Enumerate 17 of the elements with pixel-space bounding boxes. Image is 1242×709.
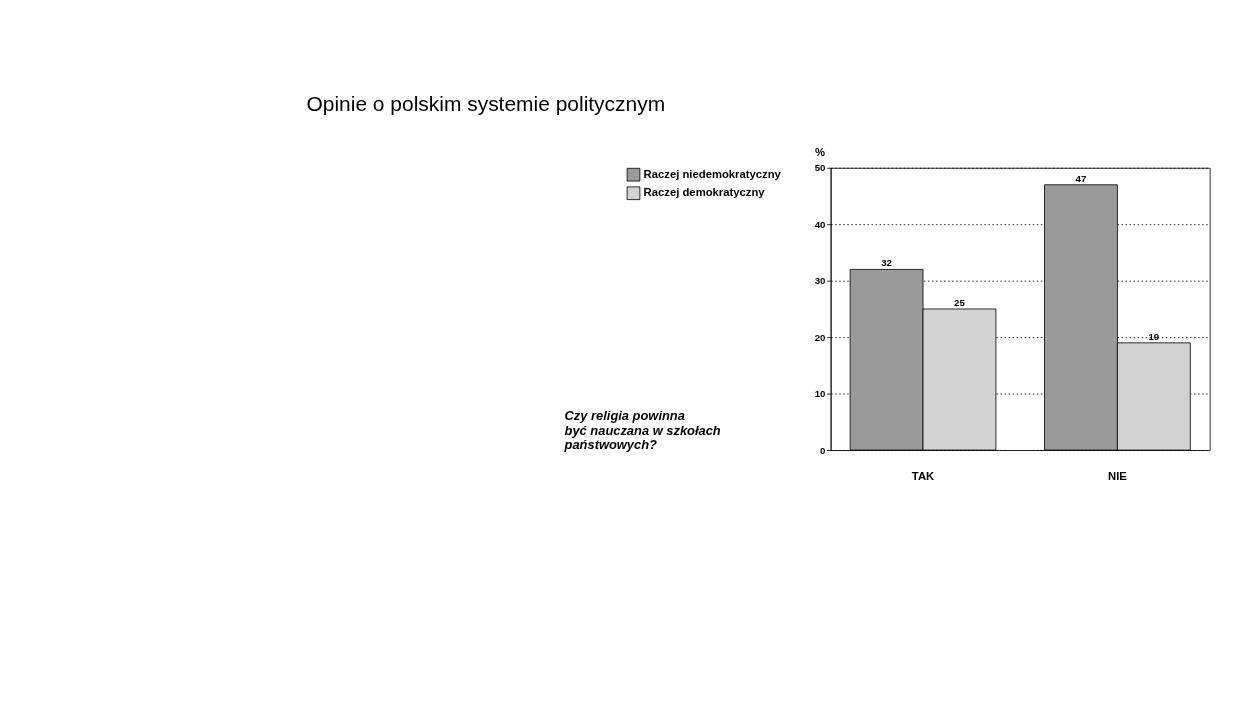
y-tick-label: 40 [814,218,826,230]
text: Czy religia powinna być nauczana w szkołach państwowych? [563,408,721,453]
legend-label: Raczej niedemokratyczny [643,167,782,180]
y-tick-label: 10 [814,388,826,400]
y-tick-label: 0 [820,444,826,456]
data-label: 32 [881,257,892,269]
text: Opinie o polskim systemie politycznym [306,91,666,115]
x-tick-label: TAK [911,469,936,482]
y-axis-title: % [814,146,825,159]
y-tick-label: 50 [814,162,826,174]
legend-label: Raczej demokratyczny [643,186,766,199]
data-label: 47 [1075,172,1087,184]
y-tick-label: 30 [814,275,826,287]
y-tick-label: 20 [814,331,826,343]
data-label: 19 [1148,330,1160,342]
x-tick-label: NIE [1108,469,1128,482]
data-label: 25 [954,296,966,308]
